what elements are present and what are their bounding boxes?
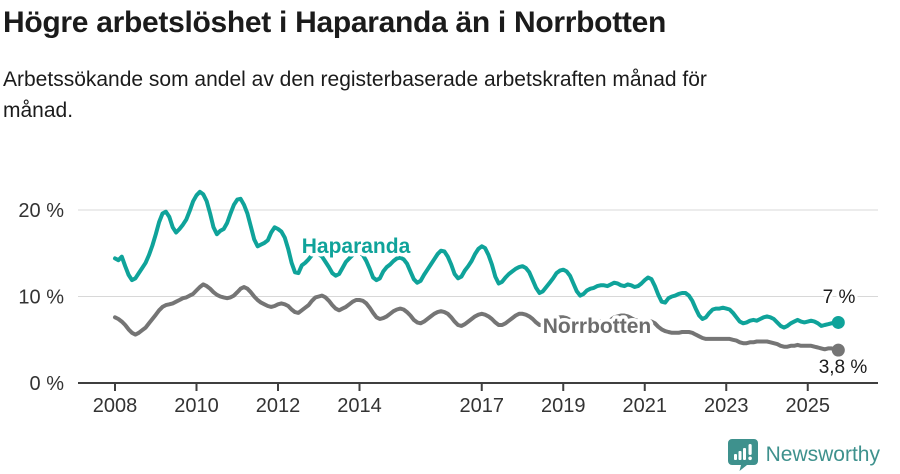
- x-axis-label: 2012: [256, 395, 301, 417]
- series-line-norrbotten: [113, 282, 841, 353]
- page-title: Högre arbetslöshet i Haparanda än i Norr…: [3, 6, 666, 39]
- x-axis-label: 2014: [337, 395, 382, 417]
- y-axis-label: 20 %: [18, 200, 64, 222]
- chart-subtitle: Arbetssökande som andel av den registerb…: [3, 68, 707, 122]
- series-line-haparanda: [113, 189, 841, 330]
- end-dot-norrbotten: [831, 343, 845, 357]
- x-axis-label: 2008: [93, 395, 138, 417]
- y-axis-label: 10 %: [18, 287, 64, 309]
- x-axis-label: 2019: [541, 395, 586, 417]
- end-dot-haparanda: [831, 315, 845, 329]
- end-label-norrbotten: 3,8 %: [819, 357, 868, 378]
- y-axis-label: 0 %: [30, 373, 65, 395]
- x-axis-label: 2023: [704, 395, 749, 417]
- newsworthy-brand-text: Newsworthy: [765, 443, 880, 466]
- x-axis-label: 2025: [786, 395, 831, 417]
- x-axis-label: 2021: [623, 395, 668, 417]
- x-axis-label: 2017: [460, 395, 505, 417]
- series-label-haparanda: Haparanda: [302, 235, 411, 258]
- x-axis-label: 2010: [174, 395, 219, 417]
- newsworthy-logo-icon: [727, 439, 758, 471]
- newsworthy-logo[interactable]: Newsworthy: [727, 439, 880, 471]
- series-label-norrbotten: Norrbotten: [543, 315, 652, 338]
- end-label-haparanda: 7 %: [823, 287, 856, 308]
- chart-header: Högre arbetslöshet i Haparanda än i Norr…: [3, 6, 863, 126]
